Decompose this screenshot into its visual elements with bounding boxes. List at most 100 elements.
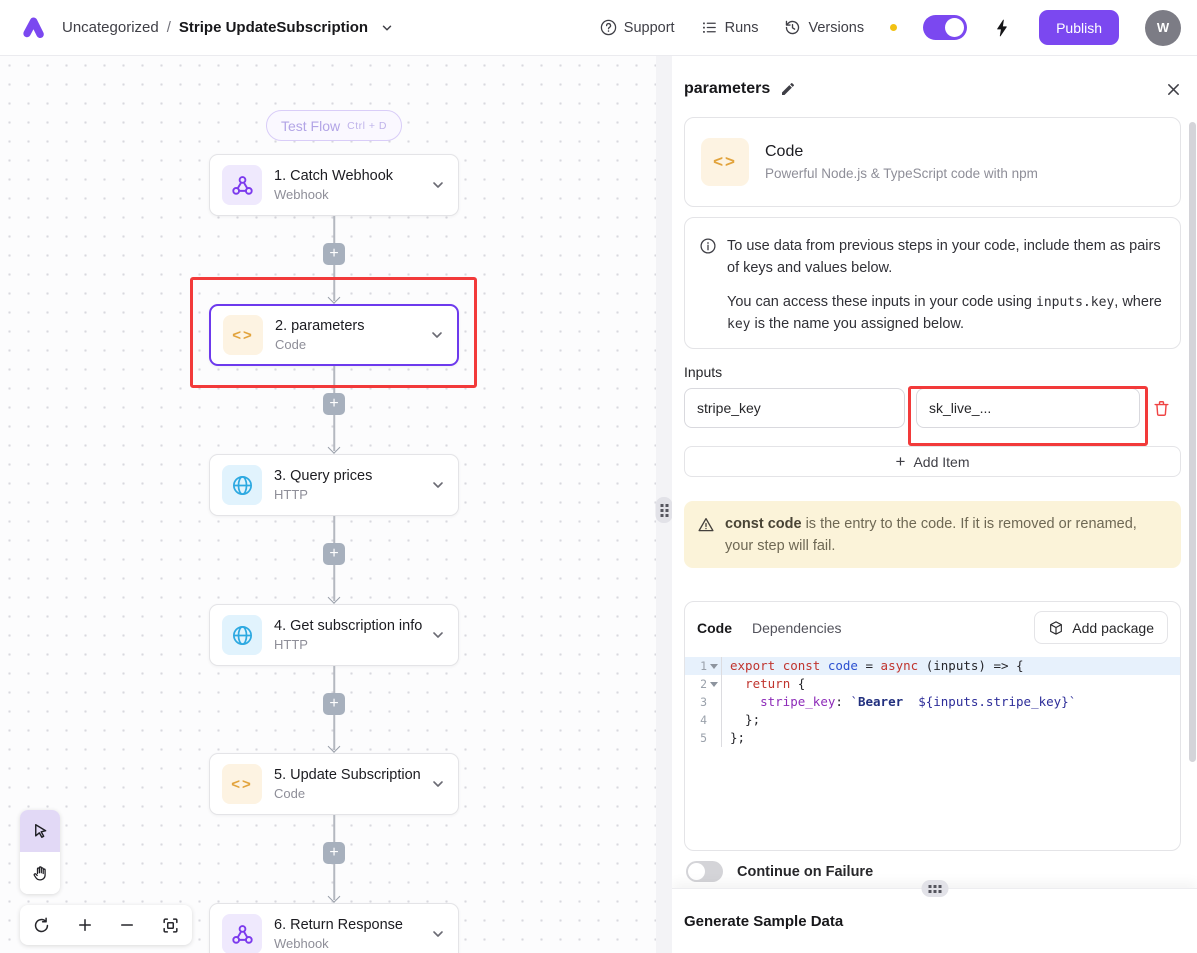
step-type: Webhook: [274, 187, 329, 202]
lightning-icon[interactable]: [993, 17, 1013, 39]
generate-sample-data-title: Generate Sample Data: [684, 913, 844, 930]
delete-input-button[interactable]: [1152, 399, 1171, 418]
chevron-down-icon[interactable]: [430, 776, 446, 792]
add-step-button[interactable]: +: [323, 692, 345, 715]
webhook-icon: [222, 165, 262, 205]
versions-button[interactable]: Versions: [784, 19, 864, 36]
add-package-button[interactable]: Add package: [1034, 611, 1168, 644]
sample-data-section: Generate Sample Data: [672, 880, 1197, 953]
flow-step-parameters[interactable]: <> 2. parameters Code: [209, 304, 459, 366]
test-flow-button[interactable]: Test Flow Ctrl + D: [266, 110, 402, 141]
add-step-button[interactable]: +: [323, 393, 345, 415]
breadcrumb-flow-name[interactable]: Stripe UpdateSubscription: [178, 19, 369, 36]
fit-view-button[interactable]: [161, 916, 180, 935]
zoom-in-button[interactable]: [76, 916, 94, 934]
code-line[interactable]: };: [730, 730, 746, 745]
arrow-down-icon: [327, 740, 341, 753]
code-line[interactable]: return {: [745, 676, 806, 691]
add-step-button[interactable]: +: [323, 842, 345, 864]
add-item-button[interactable]: + Add Item: [684, 446, 1181, 477]
flow-step-get-subscription-info[interactable]: 4. Get subscription info HTTP: [209, 604, 459, 666]
flow-enabled-toggle[interactable]: [923, 15, 968, 40]
chevron-down-icon[interactable]: [430, 177, 446, 193]
step-settings-panel: parameters <> Code Powerful Node.js & Ty…: [672, 56, 1197, 953]
step-type: HTTP: [274, 637, 308, 652]
tab-dependencies[interactable]: Dependencies: [752, 619, 842, 636]
step-title: 6. Return Response: [274, 917, 403, 933]
arrow-down-icon: [327, 441, 341, 454]
draft-status-dot: [890, 24, 898, 31]
flow-step-update-subscription[interactable]: <> 5. Update Subscription Code: [209, 753, 459, 815]
plus-icon: [78, 919, 91, 931]
minus-icon: [121, 924, 134, 926]
chevron-down-icon[interactable]: [380, 21, 394, 35]
cursor-icon: [34, 823, 46, 838]
editor-line-number: 5: [685, 729, 722, 747]
continue-on-failure-label: Continue on Failure: [737, 863, 874, 880]
zoom-out-button[interactable]: [118, 916, 136, 934]
editor-code[interactable]: export const code = async (inputs) => { …: [722, 657, 1180, 747]
hand-icon: [33, 865, 46, 880]
publish-button[interactable]: Publish: [1039, 10, 1119, 45]
fold-toggle-icon[interactable]: [709, 680, 718, 689]
step-type: HTTP: [274, 487, 308, 502]
panel-resize-divider[interactable]: [655, 56, 673, 953]
chevron-down-icon[interactable]: [429, 327, 445, 343]
add-step-button[interactable]: +: [323, 543, 345, 565]
step-type: Webhook: [274, 936, 329, 951]
step-type: Code: [274, 786, 306, 801]
continue-on-failure-toggle[interactable]: [686, 861, 723, 882]
pan-tool-button[interactable]: [20, 852, 60, 894]
help-circle-icon: [600, 19, 617, 36]
arrow-down-icon: [327, 591, 341, 604]
chevron-down-icon[interactable]: [430, 627, 446, 643]
drag-handle[interactable]: [921, 880, 948, 897]
input-key-field[interactable]: [684, 388, 905, 428]
warning-text: const code is the entry to the code. If …: [725, 516, 1137, 554]
support-button[interactable]: Support: [600, 19, 675, 36]
close-panel-button[interactable]: [1166, 82, 1181, 97]
avatar[interactable]: W: [1145, 9, 1181, 46]
warning-triangle-icon: [698, 517, 714, 532]
select-tool-button[interactable]: [20, 810, 60, 852]
chevron-down-icon[interactable]: [430, 477, 446, 493]
flow-canvas[interactable]: Test Flow Ctrl + D 1. Catch Webhook Webho…: [0, 56, 656, 953]
reset-view-button[interactable]: [32, 916, 51, 935]
add-step-button[interactable]: +: [323, 243, 345, 265]
arrow-down-icon: [327, 291, 341, 304]
chevron-down-icon[interactable]: [430, 926, 446, 942]
app-logo-icon[interactable]: [16, 11, 50, 45]
flow-step-query-prices[interactable]: 3. Query prices HTTP: [209, 454, 459, 516]
code-line[interactable]: stripe_key: `Bearer ${inputs.stripe_key}…: [760, 694, 1077, 709]
editor-line-number: 1: [685, 657, 722, 675]
flow-step-catch-webhook[interactable]: 1. Catch Webhook Webhook: [209, 154, 459, 216]
versions-label: Versions: [808, 19, 865, 36]
add-package-label: Add package: [1072, 619, 1154, 636]
globe-icon: [222, 615, 262, 655]
canvas-tool-stack: [20, 810, 60, 894]
input-value-field[interactable]: [916, 388, 1140, 428]
piece-description: Powerful Node.js & TypeScript code with …: [765, 166, 1038, 181]
step-title: 4. Get subscription info: [274, 618, 423, 634]
runs-button[interactable]: Runs: [701, 19, 758, 36]
tab-code[interactable]: Code: [697, 619, 732, 636]
editor-line-number: 3: [685, 693, 722, 711]
drag-handle[interactable]: [655, 497, 673, 523]
code-icon: <>: [222, 764, 262, 804]
panel-title: parameters: [684, 80, 771, 97]
breadcrumb-category[interactable]: Uncategorized: [62, 19, 159, 36]
code-line[interactable]: export const code = async (inputs) => {: [722, 657, 1180, 675]
flow-step-return-response[interactable]: 6. Return Response Webhook: [209, 903, 459, 953]
trash-icon: [1154, 400, 1169, 416]
breadcrumb-separator: /: [166, 19, 171, 36]
code-line[interactable]: };: [730, 712, 761, 727]
warning-box: const code is the entry to the code. If …: [684, 501, 1181, 568]
inputs-key-code: inputs.key: [1036, 294, 1115, 310]
fold-toggle-icon[interactable]: [709, 662, 718, 671]
panel-scrollbar[interactable]: [1189, 122, 1196, 762]
flow-connector: +: [322, 666, 346, 753]
rename-step-button[interactable]: [780, 81, 796, 97]
flow-connector: +: [322, 516, 346, 604]
